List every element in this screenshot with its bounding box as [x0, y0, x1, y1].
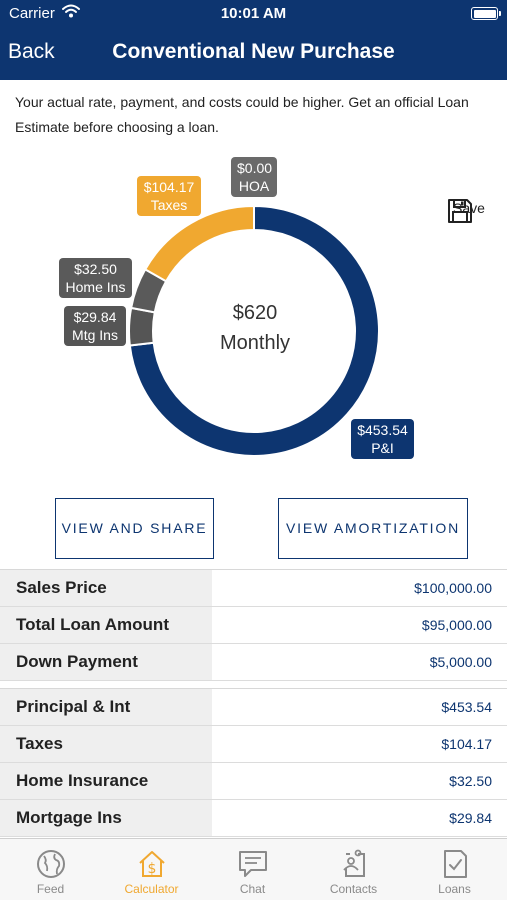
loan-summary-table: Sales Price $100,000.00 Total Loan Amoun…: [0, 569, 507, 681]
taxes-label: Taxes: [0, 726, 212, 762]
svg-text:$: $: [147, 861, 156, 877]
callout-home-ins: $32.50 Home Ins: [59, 258, 132, 298]
contacts-icon: [342, 849, 365, 877]
payment-breakdown-table: Principal & Int $453.54 Taxes $104.17 Ho…: [0, 688, 507, 837]
home-insurance-value: $32.50: [449, 773, 492, 789]
donut-svg: [128, 204, 380, 457]
callout-pi-value: $453.54: [357, 422, 408, 438]
globe-icon: [36, 850, 65, 878]
callout-mtg-ins-value: $29.84: [73, 309, 117, 325]
callout-mtg-ins: $29.84 Mtg Ins: [64, 306, 126, 346]
tab-calculator-label: Calculator: [124, 882, 179, 896]
home-insurance-label: Home Insurance: [0, 763, 212, 799]
status-bar: Carrier 10:01 AM: [0, 0, 507, 28]
principal-int-value: $453.54: [441, 699, 492, 715]
callout-mtg-ins-label: Mtg Ins: [72, 327, 118, 343]
tab-contacts[interactable]: Contacts: [303, 839, 404, 900]
tab-chat-label: Chat: [239, 882, 266, 896]
tab-loans[interactable]: Loans: [404, 839, 505, 900]
navigation-bar: Carrier 10:01 AM Conventional New Purcha…: [0, 0, 507, 80]
disclaimer-text: Your actual rate, payment, and costs cou…: [15, 94, 469, 135]
table-row: Mortgage Ins $29.84: [0, 800, 507, 837]
view-amortization-button[interactable]: VIEW AMORTIZATION: [278, 498, 468, 559]
document-check-icon: [443, 850, 467, 878]
payment-donut-chart: $620 Monthly $104.17 Taxes $0.00 HOA $32…: [0, 140, 507, 480]
tab-chat[interactable]: Chat: [202, 839, 303, 900]
floppy-disk-icon: [448, 199, 472, 223]
monthly-total-label: Monthly: [219, 332, 291, 354]
tab-contacts-label: Contacts: [329, 882, 378, 896]
table-row: Down Payment $5,000.00: [0, 644, 507, 681]
table-row: Sales Price $100,000.00: [0, 570, 507, 607]
tab-calculator[interactable]: $ Calculator: [101, 839, 202, 900]
callout-home-ins-label: Home Ins: [65, 279, 126, 295]
house-dollar-icon: $: [138, 851, 165, 877]
callout-hoa-label: HOA: [238, 178, 270, 194]
callout-hoa: $0.00 HOA: [231, 157, 277, 197]
tab-loans-label: Loans: [438, 882, 471, 896]
view-and-share-button[interactable]: VIEW AND SHARE: [55, 498, 214, 559]
callout-home-ins-value: $32.50: [74, 261, 117, 277]
save-button[interactable]: Save: [447, 198, 491, 250]
down-payment-value: $5,000.00: [429, 654, 492, 670]
page-title: Conventional New Purchase: [112, 40, 395, 63]
tab-bar: Feed $ Calculator Chat Contacts Loans: [0, 838, 507, 900]
callout-pi-label: P&I: [371, 440, 394, 456]
principal-int-label: Principal & Int: [0, 689, 212, 725]
callout-taxes-value: $104.17: [143, 179, 195, 195]
donut-slice-taxes: [143, 204, 255, 283]
mortgage-ins-label: Mortgage Ins: [0, 800, 212, 836]
battery-icon: [471, 7, 501, 20]
taxes-value: $104.17: [441, 736, 492, 752]
tab-feed[interactable]: Feed: [0, 839, 101, 900]
sales-price-label: Sales Price: [0, 570, 212, 606]
callout-principal-interest: $453.54 P&I: [351, 419, 414, 459]
table-row: Home Insurance $32.50: [0, 763, 507, 800]
total-loan-amount-value: $95,000.00: [421, 617, 492, 633]
table-row: Taxes $104.17: [0, 726, 507, 763]
table-row: Total Loan Amount $95,000.00: [0, 607, 507, 644]
callout-taxes: $104.17 Taxes: [137, 176, 201, 216]
sales-price-value: $100,000.00: [414, 580, 492, 596]
back-button[interactable]: Back: [8, 40, 55, 63]
wifi-icon: [62, 4, 80, 22]
mortgage-ins-value: $29.84: [449, 810, 492, 826]
carrier-label: Carrier: [9, 5, 55, 22]
monthly-total-amount: $620: [232, 302, 278, 324]
down-payment-label: Down Payment: [0, 644, 212, 680]
tab-feed-label: Feed: [36, 882, 65, 896]
chat-bubble-icon: [238, 851, 267, 877]
donut-slice-mtg-ins: [128, 306, 156, 347]
status-time: 10:01 AM: [220, 5, 287, 22]
donut-slice-p-i: [128, 204, 380, 457]
total-loan-amount-label: Total Loan Amount: [0, 607, 212, 643]
table-row: Principal & Int $453.54: [0, 689, 507, 726]
callout-hoa-value: $0.00: [237, 160, 273, 176]
callout-taxes-label: Taxes: [150, 197, 188, 213]
